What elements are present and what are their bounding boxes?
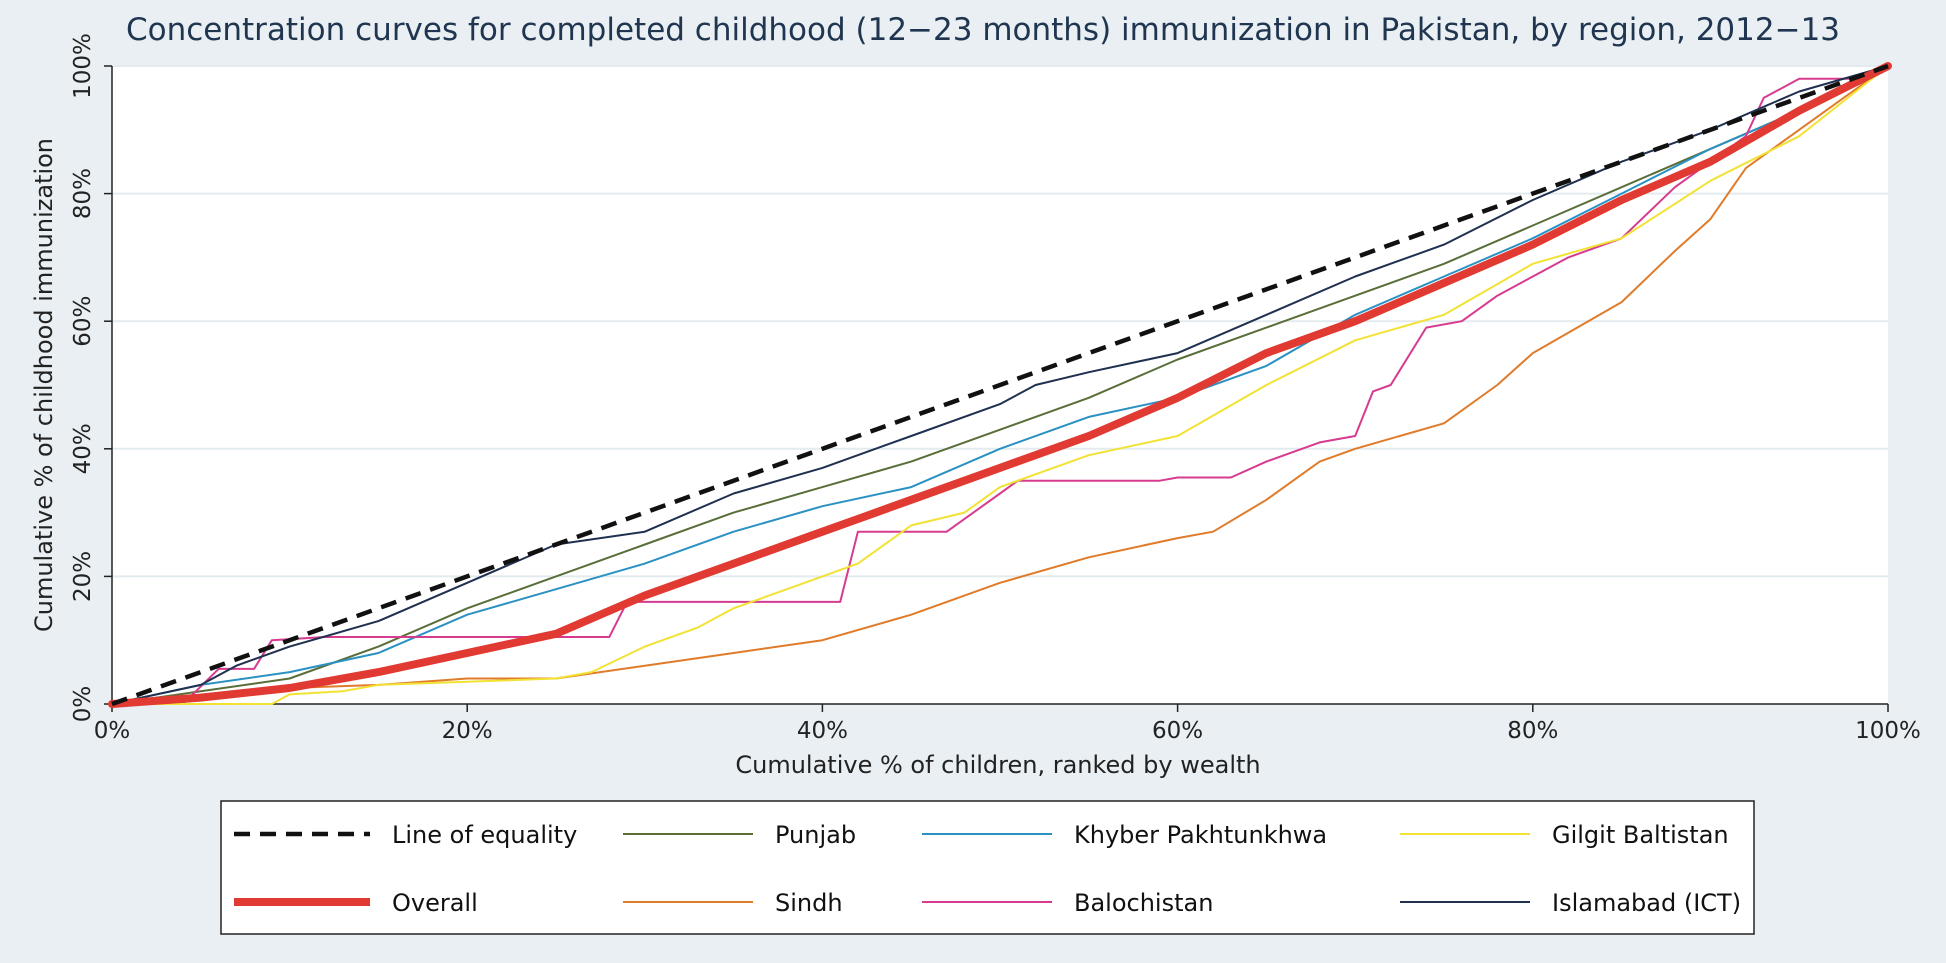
x-tick-label-0: 0% bbox=[94, 718, 131, 744]
y-tick-label-0: 0% bbox=[70, 686, 96, 723]
series-line-6 bbox=[111, 65, 1889, 705]
series-line-1 bbox=[108, 62, 1892, 708]
legend-label-6: Gilgit Baltistan bbox=[1552, 821, 1729, 849]
legend-label-5: Balochistan bbox=[1074, 889, 1213, 917]
series-line-5 bbox=[111, 65, 1889, 705]
series-line-2 bbox=[111, 65, 1889, 705]
legend-label-0: Line of equality bbox=[392, 821, 577, 849]
y-axis-label: Cumulative % of childhood immunization bbox=[30, 138, 58, 632]
grid-lines bbox=[112, 65, 1888, 578]
x-tick-label-1: 20% bbox=[442, 718, 493, 744]
legend-label-1: Overall bbox=[392, 889, 478, 917]
x-axis-label: Cumulative % of children, ranked by weal… bbox=[735, 751, 1260, 779]
series-line-3 bbox=[111, 65, 1889, 705]
chart-title: Concentration curves for completed child… bbox=[126, 12, 1840, 48]
series-line-4 bbox=[111, 65, 1889, 705]
x-tick-label-3: 60% bbox=[1152, 718, 1203, 744]
y-ticks: 0% 20% 40% 60% 80% 100% bbox=[70, 33, 112, 722]
legend-label-4: Khyber Pakhtunkhwa bbox=[1074, 821, 1327, 849]
y-tick-label-1: 20% bbox=[70, 551, 96, 602]
x-tick-label-4: 80% bbox=[1507, 718, 1558, 744]
legend-label-3: Sindh bbox=[775, 889, 843, 917]
legend: Line of equality Overall Punjab Sindh Khyber… bbox=[234, 821, 1741, 917]
series-lines bbox=[108, 62, 1892, 708]
series-line-0 bbox=[111, 63, 1889, 707]
axes bbox=[111, 66, 1888, 705]
legend-label-2: Punjab bbox=[775, 821, 856, 849]
y-tick-label-3: 60% bbox=[70, 296, 96, 347]
legend-label-7: Islamabad (ICT) bbox=[1552, 889, 1741, 917]
x-tick-label-2: 40% bbox=[797, 718, 848, 744]
series-line-7 bbox=[111, 65, 1889, 705]
y-tick-label-5: 100% bbox=[70, 33, 96, 99]
y-tick-label-4: 80% bbox=[70, 168, 96, 219]
legend-box bbox=[220, 800, 1755, 935]
x-tick-label-5: 100% bbox=[1855, 718, 1921, 744]
y-tick-label-2: 40% bbox=[70, 423, 96, 474]
x-ticks: 0% 20% 40% 60% 80% 100% bbox=[94, 704, 1921, 744]
